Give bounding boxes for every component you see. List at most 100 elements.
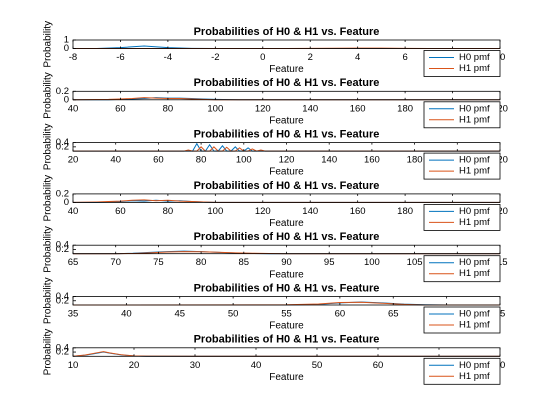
legend-box — [423, 306, 501, 334]
x-tick-label: 10 — [68, 360, 79, 371]
x-tick-label: 80 — [163, 103, 174, 114]
x-tick-label: 80 — [196, 155, 207, 166]
x-tick-label: 0 — [260, 52, 265, 63]
y-tick-label: 0 — [64, 94, 69, 105]
y-tick-label: 0 — [64, 197, 69, 208]
x-axis-label: Feature — [269, 269, 304, 280]
x-tick-label: 60 — [373, 360, 384, 371]
y-tick-label: 0.4 — [56, 240, 69, 251]
chart-title: Probabilities of H0 & H1 vs. Feature — [194, 180, 380, 192]
x-tick-label: 60 — [115, 103, 126, 114]
x-tick-label: 80 — [196, 257, 207, 268]
y-tick-label: 0.2 — [56, 188, 69, 199]
x-tick-label: 75 — [153, 257, 164, 268]
chart-title: Probabilities of H0 & H1 vs. Feature — [194, 129, 380, 141]
legend-box — [423, 50, 501, 77]
chart-title: Probabilities of H0 & H1 vs. Feature — [194, 334, 380, 346]
x-tick-label: 140 — [302, 103, 318, 114]
y-axis-label: Probability — [43, 277, 54, 324]
x-axis-label: Feature — [269, 64, 304, 75]
y-tick-label: 0.2 — [56, 244, 69, 255]
x-tick-label: 95 — [324, 257, 335, 268]
legend-label: H1 pmf — [459, 217, 490, 228]
x-tick-label: 120 — [255, 103, 271, 114]
legend-label: H1 pmf — [459, 371, 490, 382]
legend-label: H0 pmf — [459, 360, 490, 371]
legend-label: H0 pmf — [459, 309, 490, 320]
x-tick-label: -8 — [69, 52, 77, 63]
x-tick-label: 60 — [153, 155, 164, 166]
x-tick-label: 40 — [110, 155, 121, 166]
legend-box — [423, 203, 501, 231]
x-tick-label: 55 — [281, 309, 292, 320]
y-tick-label: 1 — [64, 35, 69, 46]
legend-label: H0 pmf — [459, 206, 490, 217]
axes-box — [73, 245, 500, 254]
y-axis-label: Probability — [43, 175, 54, 222]
legend-label: H0 pmf — [459, 257, 490, 268]
x-tick-label: -6 — [116, 52, 124, 63]
axes-box — [73, 296, 500, 305]
x-axis-label: Feature — [269, 218, 304, 229]
x-tick-label: 40 — [68, 103, 79, 114]
x-tick-label: 160 — [350, 103, 366, 114]
x-tick-label: 45 — [174, 309, 185, 320]
y-tick-label: 0.2 — [56, 141, 69, 152]
chart-title: Probabilities of H0 & H1 vs. Feature — [194, 77, 380, 89]
x-tick-label: 60 — [115, 206, 126, 217]
x-tick-label: 100 — [207, 103, 223, 114]
axes-box — [73, 142, 500, 152]
axes-box — [73, 347, 500, 357]
x-tick-label: 6 — [402, 52, 407, 63]
chart-title: Probabilities of H0 & H1 vs. Feature — [194, 26, 380, 38]
x-axis-label: Feature — [269, 167, 304, 178]
x-tick-label: 160 — [364, 155, 380, 166]
axes-box — [73, 193, 500, 203]
x-tick-label: 20 — [129, 360, 140, 371]
chart-title: Probabilities of H0 & H1 vs. Feature — [194, 282, 380, 294]
x-tick-label: 180 — [407, 155, 423, 166]
x-tick-label: 85 — [239, 257, 250, 268]
x-tick-label: 30 — [190, 360, 201, 371]
x-tick-label: -2 — [211, 52, 219, 63]
x-axis-label: Feature — [269, 372, 304, 383]
legend-box — [423, 101, 501, 129]
chart-title: Probabilities of H0 & H1 vs. Feature — [194, 231, 380, 243]
y-tick-label: 0.2 — [56, 347, 69, 358]
x-tick-label: 120 — [279, 155, 295, 166]
x-tick-label: 70 — [110, 257, 121, 268]
legend-label: H1 pmf — [459, 166, 490, 177]
axes-frame — [72, 90, 501, 101]
x-tick-label: 90 — [281, 257, 292, 268]
x-tick-label: 65 — [388, 309, 399, 320]
y-axis-label: Probability — [43, 226, 54, 273]
x-tick-label: 180 — [397, 103, 413, 114]
y-tick-label: 0.2 — [56, 86, 69, 97]
axes-box — [73, 91, 500, 100]
x-axis-label: Feature — [269, 115, 304, 126]
legend-box — [423, 357, 501, 385]
x-tick-label: 2 — [308, 52, 313, 63]
y-axis-label: Probability — [43, 21, 54, 68]
y-tick-label: 0.4 — [56, 137, 69, 148]
x-tick-label: 40 — [121, 309, 132, 320]
x-tick-label: 35 — [68, 309, 79, 320]
legend-label: H0 pmf — [459, 52, 490, 63]
legend-label: H1 pmf — [459, 320, 490, 331]
x-tick-label: 60 — [335, 309, 346, 320]
x-tick-label: 100 — [207, 206, 223, 217]
y-axis-label: Probability — [43, 72, 54, 119]
x-tick-label: 140 — [321, 155, 337, 166]
y-tick-label: 0.2 — [56, 295, 69, 306]
x-tick-label: 100 — [236, 155, 252, 166]
axes-frame — [72, 193, 501, 203]
legend-label: H0 pmf — [459, 103, 490, 114]
x-tick-label: 80 — [163, 206, 174, 217]
legend-label: H0 pmf — [459, 155, 490, 166]
y-tick-label: 0 — [64, 43, 69, 54]
